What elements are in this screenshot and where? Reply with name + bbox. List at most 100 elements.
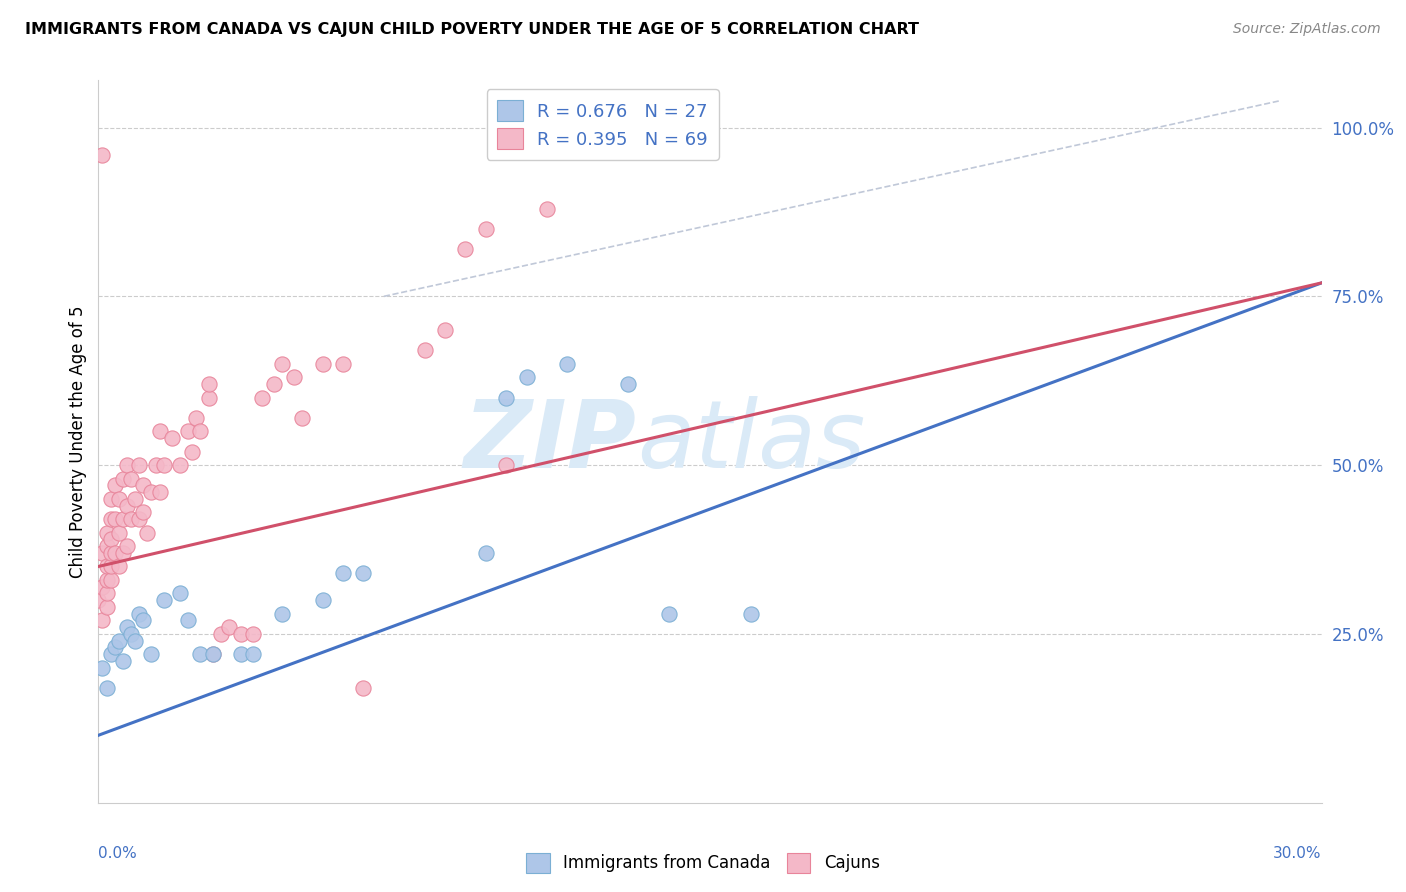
Point	[100, 546, 122, 560]
Point	[201, 647, 224, 661]
Point	[115, 499, 138, 513]
Point	[270, 607, 294, 621]
Point	[218, 620, 240, 634]
Point	[128, 512, 150, 526]
Point	[141, 485, 163, 500]
Point	[128, 607, 150, 621]
Point	[160, 431, 183, 445]
Point	[332, 357, 354, 371]
Point	[242, 627, 264, 641]
Point	[120, 472, 142, 486]
Point	[474, 546, 498, 560]
Point	[104, 512, 127, 526]
Point	[177, 614, 200, 628]
Point	[91, 580, 114, 594]
Point	[115, 458, 138, 472]
Point	[91, 661, 114, 675]
Point	[152, 593, 174, 607]
Point	[188, 647, 212, 661]
Point	[149, 485, 172, 500]
Point	[108, 559, 131, 574]
Point	[177, 425, 200, 439]
Point	[250, 391, 273, 405]
Point	[100, 647, 122, 661]
Text: atlas: atlas	[637, 396, 865, 487]
Point	[152, 458, 174, 472]
Point	[124, 491, 146, 506]
Point	[96, 681, 118, 695]
Point	[197, 377, 219, 392]
Point	[100, 491, 122, 506]
Point	[740, 607, 762, 621]
Point	[413, 343, 436, 358]
Point	[120, 627, 142, 641]
Point	[111, 472, 134, 486]
Point	[312, 357, 335, 371]
Point	[291, 411, 314, 425]
Point	[283, 370, 305, 384]
Point	[91, 147, 114, 161]
Point	[555, 357, 579, 371]
Point	[141, 647, 163, 661]
Point	[111, 512, 134, 526]
Point	[111, 654, 134, 668]
Legend: R = 0.676   N = 27, R = 0.395   N = 69: R = 0.676 N = 27, R = 0.395 N = 69	[486, 89, 718, 160]
Point	[104, 546, 127, 560]
Point	[91, 614, 114, 628]
Point	[96, 559, 118, 574]
Point	[108, 491, 131, 506]
Point	[658, 134, 681, 148]
Point	[100, 559, 122, 574]
Point	[658, 607, 681, 621]
Point	[132, 478, 155, 492]
Point	[434, 323, 457, 337]
Text: ZIP: ZIP	[464, 395, 637, 488]
Point	[96, 599, 118, 614]
Point	[617, 377, 640, 392]
Point	[96, 525, 118, 540]
Text: 0.0%: 0.0%	[98, 847, 138, 861]
Point	[332, 566, 354, 581]
Point	[120, 512, 142, 526]
Point	[128, 458, 150, 472]
Point	[149, 425, 172, 439]
Y-axis label: Child Poverty Under the Age of 5: Child Poverty Under the Age of 5	[69, 305, 87, 578]
Point	[132, 614, 155, 628]
Legend: Immigrants from Canada, Cajuns: Immigrants from Canada, Cajuns	[520, 847, 886, 880]
Point	[188, 425, 212, 439]
Point	[231, 627, 253, 641]
Point	[197, 391, 219, 405]
Point	[495, 458, 517, 472]
Point	[145, 458, 167, 472]
Point	[231, 647, 253, 661]
Point	[169, 458, 191, 472]
Point	[270, 357, 294, 371]
Point	[115, 620, 138, 634]
Point	[124, 633, 146, 648]
Point	[352, 566, 374, 581]
Point	[495, 391, 517, 405]
Point	[132, 505, 155, 519]
Point	[209, 627, 232, 641]
Point	[454, 242, 477, 256]
Point	[352, 681, 374, 695]
Point	[111, 546, 134, 560]
Point	[87, 593, 110, 607]
Point	[186, 411, 208, 425]
Text: IMMIGRANTS FROM CANADA VS CAJUN CHILD POVERTY UNDER THE AGE OF 5 CORRELATION CHA: IMMIGRANTS FROM CANADA VS CAJUN CHILD PO…	[25, 22, 920, 37]
Point	[312, 593, 335, 607]
Point	[108, 633, 131, 648]
Point	[536, 202, 558, 216]
Point	[104, 478, 127, 492]
Point	[263, 377, 285, 392]
Point	[115, 539, 138, 553]
Point	[108, 525, 131, 540]
Point	[474, 222, 498, 236]
Point	[91, 546, 114, 560]
Point	[100, 573, 122, 587]
Point	[104, 640, 127, 655]
Text: 30.0%: 30.0%	[1274, 847, 1322, 861]
Point	[242, 647, 264, 661]
Point	[100, 512, 122, 526]
Point	[96, 573, 118, 587]
